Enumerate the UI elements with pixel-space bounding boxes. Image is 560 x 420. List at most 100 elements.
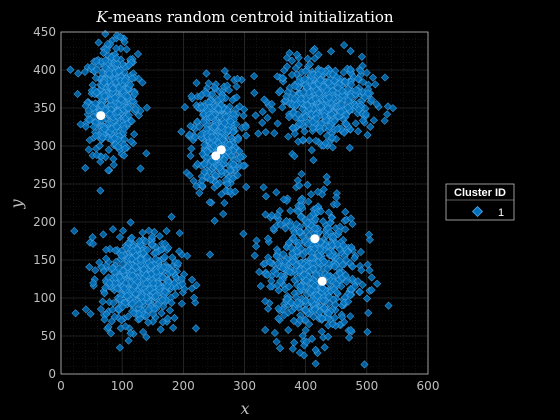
data-point — [141, 237, 150, 246]
data-point — [328, 143, 337, 152]
legend-entry-label: 1 — [498, 207, 504, 219]
data-point — [250, 251, 259, 260]
data-point — [295, 227, 304, 236]
data-point — [198, 181, 207, 190]
data-point — [287, 56, 296, 65]
data-point — [214, 104, 223, 113]
data-point — [313, 187, 322, 196]
data-point — [328, 133, 337, 142]
data-point — [242, 182, 251, 191]
data-point — [283, 62, 292, 71]
data-point — [129, 309, 138, 318]
y-tick-label: 350 — [33, 101, 56, 115]
data-point — [332, 193, 341, 202]
data-point — [220, 118, 229, 127]
data-point — [342, 119, 351, 128]
data-point — [316, 76, 325, 85]
data-point — [151, 292, 160, 301]
data-point — [100, 315, 109, 324]
data-point — [285, 282, 294, 291]
data-point — [303, 180, 312, 189]
data-point — [127, 117, 136, 126]
data-point — [81, 122, 90, 131]
data-point — [197, 130, 206, 139]
data-point — [190, 293, 199, 302]
data-point — [120, 151, 129, 160]
data-point — [301, 326, 310, 335]
data-point — [192, 78, 201, 87]
data-point — [388, 104, 398, 113]
data-point — [142, 103, 151, 112]
y-tick-label: 200 — [33, 215, 56, 229]
data-point — [160, 287, 170, 296]
data-point — [110, 134, 119, 143]
legend-title: Cluster ID — [454, 187, 506, 199]
data-point — [342, 277, 351, 286]
data-point — [267, 211, 276, 220]
data-point — [113, 59, 122, 68]
data-point — [92, 150, 101, 160]
data-point — [326, 47, 336, 56]
data-point — [290, 129, 299, 138]
data-point — [192, 182, 201, 191]
data-point — [295, 348, 304, 357]
data-point — [121, 144, 130, 153]
data-point — [208, 132, 217, 141]
legend-marker — [471, 205, 484, 218]
data-point — [341, 271, 350, 280]
data-point — [210, 122, 219, 131]
data-point — [351, 85, 360, 95]
data-point — [101, 106, 110, 115]
data-point — [286, 221, 295, 230]
data-point — [217, 190, 226, 199]
data-point — [117, 316, 126, 325]
data-point — [282, 92, 291, 101]
data-point — [329, 233, 338, 242]
chart-title: K-means random centroid initialization — [95, 8, 394, 26]
data-point — [272, 337, 281, 346]
y-tick-label: 400 — [33, 63, 56, 77]
data-point — [281, 224, 290, 233]
data-point — [362, 68, 371, 77]
data-point — [261, 192, 270, 201]
data-point — [348, 262, 357, 271]
data-point — [368, 73, 377, 82]
data-point — [279, 195, 288, 204]
data-point — [126, 218, 135, 227]
data-point — [187, 275, 197, 284]
data-point — [200, 140, 209, 150]
data-point — [347, 285, 356, 294]
data-point — [221, 112, 230, 121]
data-point — [295, 315, 304, 324]
data-point — [328, 320, 337, 329]
data-point — [307, 110, 316, 119]
data-point — [84, 145, 93, 154]
data-point — [346, 312, 355, 321]
data-point — [185, 130, 194, 139]
data-point — [302, 262, 311, 271]
data-point — [89, 278, 98, 287]
data-point — [139, 265, 148, 274]
data-point — [126, 329, 135, 338]
data-point — [128, 74, 137, 83]
data-point — [344, 297, 353, 306]
data-point — [105, 69, 114, 78]
data-point — [204, 79, 213, 88]
data-point — [101, 63, 110, 72]
data-point — [290, 338, 299, 347]
data-point — [259, 183, 268, 192]
data-point — [330, 117, 339, 126]
data-point — [226, 187, 235, 196]
data-point — [112, 54, 121, 63]
data-point — [328, 241, 337, 250]
data-point — [202, 89, 211, 98]
data-point — [100, 289, 109, 298]
data-point — [250, 88, 259, 97]
data-point — [197, 103, 206, 112]
data-point — [296, 196, 305, 205]
data-point — [220, 198, 229, 208]
data-point — [369, 116, 378, 125]
data-point — [98, 133, 107, 142]
data-point — [300, 127, 309, 136]
data-point — [284, 113, 294, 122]
